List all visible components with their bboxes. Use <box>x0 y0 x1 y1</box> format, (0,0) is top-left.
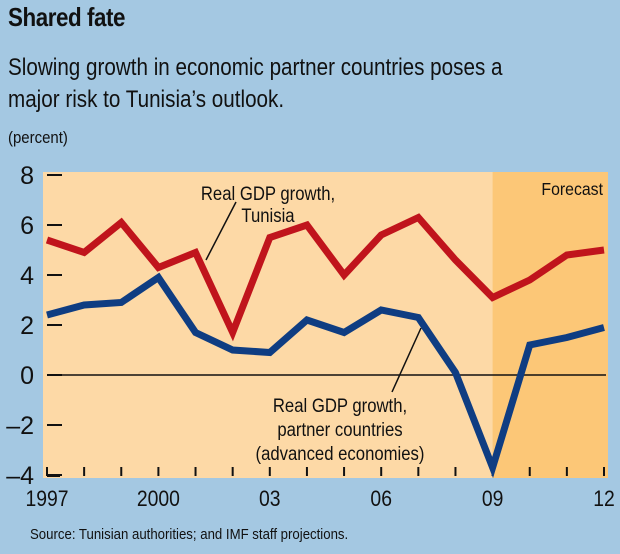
x-tick-label: 2000 <box>137 487 180 511</box>
y-tick-label: –4 <box>6 462 34 490</box>
tunisia-label-leader <box>205 201 237 261</box>
y-tick-label: 2 <box>20 312 34 340</box>
chart-title: Shared fate <box>8 2 126 32</box>
y-tick-label: –2 <box>6 412 34 440</box>
x-tick-label: 12 <box>593 487 615 511</box>
chart-subtitle: Slowing growth in economic partner count… <box>8 52 610 116</box>
forecast-region <box>492 172 608 478</box>
forecast-label: Forecast <box>541 179 603 199</box>
tunisia-label-line-2: Tunisia <box>241 205 294 226</box>
x-tick-label: 06 <box>370 487 392 511</box>
tunisia-label-line-1: Real GDP growth, <box>201 183 335 204</box>
x-axis: 1997 2000 03 06 09 12 <box>25 467 615 511</box>
y-tick-label: 6 <box>20 212 34 240</box>
tunisia-gdp-line <box>45 213 605 342</box>
y-axis-unit-label: (percent) <box>8 128 68 147</box>
series-lines <box>45 213 605 479</box>
y-tick-label: 0 <box>20 362 34 390</box>
subtitle-line-1: Slowing growth in economic partner count… <box>8 54 503 81</box>
partner-label-line-2: partner countries <box>277 419 402 440</box>
y-tick-label: 8 <box>20 162 34 190</box>
subtitle-line-2: major risk to Tunisia’s outlook. <box>8 86 285 113</box>
y-axis: 8 6 4 2 0 –2 –4 <box>6 162 62 490</box>
x-tick-label: 1997 <box>25 487 68 511</box>
partner-gdp-line <box>46 272 605 479</box>
partner-label-line-3: (advanced economies) <box>256 443 425 464</box>
x-tick-label: 09 <box>482 487 504 511</box>
partner-label-leader <box>391 327 422 393</box>
x-tick-label: 03 <box>259 487 281 511</box>
y-tick-label: 4 <box>20 262 34 290</box>
source-note: Source: Tunisian authorities; and IMF st… <box>30 526 349 543</box>
partner-label-line-1: Real GDP growth, <box>273 395 407 416</box>
